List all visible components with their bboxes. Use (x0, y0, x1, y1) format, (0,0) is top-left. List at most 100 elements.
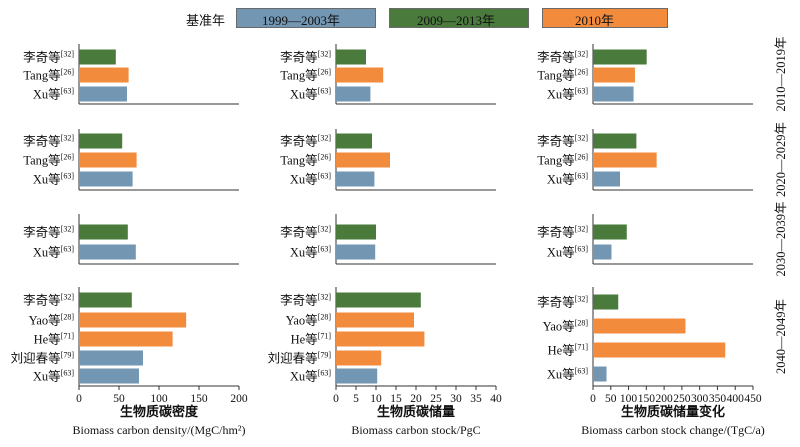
x-tick-label: 5 (353, 393, 359, 405)
bar-2040-2049-he (336, 331, 425, 347)
x-tick-label: 30 (450, 393, 462, 405)
legend-label-2010: 2010年 (575, 13, 615, 28)
bar-2040-2049-cn (79, 292, 132, 308)
row-label: Tang等[26] (280, 153, 331, 168)
x-axis-title-cn: 生物质碳储量 (377, 404, 455, 419)
row-label: Tang等[26] (537, 153, 588, 168)
x-tick-label: 300 (691, 393, 709, 405)
bar-2030-2039-xu (593, 244, 612, 260)
row-label: 李奇等[32] (280, 293, 331, 308)
row-label: 李奇等[32] (537, 225, 588, 240)
x-tick-label: 450 (744, 393, 762, 405)
x-tick-label: 20 (410, 393, 422, 405)
period-label: 2020—2029年 (774, 122, 788, 197)
row-label: Xu等[63] (290, 87, 331, 102)
x-tick-label: 0 (333, 393, 339, 405)
row-label: Xu等[63] (547, 87, 588, 102)
x-tick-label: 15 (390, 393, 402, 405)
x-axis-title-en: Biomass carbon stock/PgC (351, 423, 480, 437)
row-label: 刘迎春等[79] (268, 351, 332, 366)
row-label: Xu等[63] (33, 369, 74, 384)
bar-2010-2019-tang (79, 67, 129, 83)
x-axis-title-en: Biomass carbon stock change/(TgC/a) (581, 423, 765, 437)
x-tick-label: 100 (620, 393, 638, 405)
row-label: Tang等[26] (537, 68, 588, 83)
period-label: 2030—2039年 (774, 201, 788, 276)
row-label: Xu等[63] (33, 87, 74, 102)
row-label: Tang等[26] (280, 68, 331, 83)
legend-swatch-1999-2003 (236, 8, 376, 28)
row-label: 刘迎春等[79] (11, 351, 75, 366)
row-label: Tang等[26] (23, 153, 74, 168)
row-label: 李奇等[32] (537, 50, 588, 65)
bar-2040-2049-he (79, 331, 173, 347)
bar-2040-2049-cn (336, 350, 382, 366)
bar-2010-2019-cn (79, 49, 116, 65)
row-label: Xu等[63] (547, 245, 588, 260)
bar-2010-2019-xu (79, 86, 127, 102)
legend-label-1999-2003: 1999—2003年 (262, 13, 341, 28)
row-label: Yao等[28] (543, 319, 589, 334)
row-label: Xu等[63] (290, 369, 331, 384)
bar-2040-2049-xu (79, 368, 139, 384)
bar-2040-2049-xu (336, 368, 378, 384)
x-tick-label: 50 (605, 393, 617, 405)
x-tick-label: 400 (727, 393, 745, 405)
row-label: 李奇等[32] (280, 50, 331, 65)
bar-2030-2039-xu (336, 244, 376, 260)
bar-2020-2029-xu (593, 171, 621, 187)
row-label: Xu等[63] (33, 245, 74, 260)
row-label: 李奇等[32] (23, 134, 74, 149)
period-label: 2040—2049年 (774, 299, 788, 374)
bar-2030-2039-xu (79, 244, 136, 260)
panel-1: 李奇等[32] Tang等[26] Xu等[63] 李奇等[32] Tang等[26] X… (11, 44, 248, 437)
x-tick-label: 25 (430, 393, 442, 405)
x-tick-label: 10 (370, 393, 382, 405)
x-tick-label: 200 (230, 393, 248, 405)
bar-2040-2049-cn (79, 350, 143, 366)
bar-2020-2029-cn (593, 133, 637, 149)
bar-2010-2019-cn (593, 49, 647, 65)
bar-2040-2049-xu (593, 366, 607, 382)
bar-2020-2029-tang (79, 152, 137, 168)
bar-2010-2019-tang (593, 67, 635, 83)
x-axis-title-en: Biomass carbon density/(MgC/hm²) (73, 423, 246, 437)
row-label: 李奇等[32] (280, 134, 331, 149)
row-label: Yao等[28] (286, 313, 332, 328)
row-label: Tang等[26] (23, 68, 74, 83)
x-tick-label: 250 (673, 393, 691, 405)
row-label: Xu等[63] (547, 367, 588, 382)
row-label: He等[71] (548, 343, 589, 358)
bar-2020-2029-xu (79, 171, 133, 187)
x-tick-label: 0 (76, 393, 82, 405)
row-label: 李奇等[32] (23, 225, 74, 240)
bar-2040-2049-cn (593, 294, 619, 310)
x-tick-label: 100 (150, 393, 168, 405)
row-label: 李奇等[32] (23, 50, 74, 65)
period-label: 2010—2019年 (774, 36, 788, 111)
panel-3: 李奇等[32] Tang等[26] Xu等[63] 李奇等[32] Tang等[26] X… (537, 44, 765, 437)
x-tick-label: 150 (190, 393, 208, 405)
bar-2020-2029-xu (336, 171, 375, 187)
legend-swatch-2009-2013 (389, 8, 529, 28)
bar-2020-2029-cn (336, 133, 372, 149)
row-label: 李奇等[32] (537, 295, 588, 310)
row-label: 李奇等[32] (23, 293, 74, 308)
x-axis-title-cn: 生物质碳储量变化 (621, 404, 725, 419)
bar-2010-2019-cn (336, 49, 366, 65)
x-tick-label: 40 (490, 393, 502, 405)
row-label: 李奇等[32] (280, 225, 331, 240)
row-label: Xu等[63] (290, 172, 331, 187)
x-axis-title-cn: 生物质碳密度 (120, 404, 199, 419)
panel-2: 李奇等[32] Tang等[26] Xu等[63] 李奇等[32] Tang等[26] X… (268, 44, 502, 437)
row-label: Yao等[28] (29, 313, 75, 328)
legend: 基准年 1999—2003年 2009—2013年 2010年 (0, 4, 800, 30)
row-label: He等[71] (34, 332, 75, 347)
bar-2020-2029-tang (593, 152, 657, 168)
x-tick-label: 150 (638, 393, 656, 405)
legend-swatch-2010 (542, 8, 668, 28)
bar-2020-2029-tang (336, 152, 390, 168)
bar-2010-2019-tang (336, 67, 384, 83)
bar-2030-2039-cn (79, 224, 128, 240)
